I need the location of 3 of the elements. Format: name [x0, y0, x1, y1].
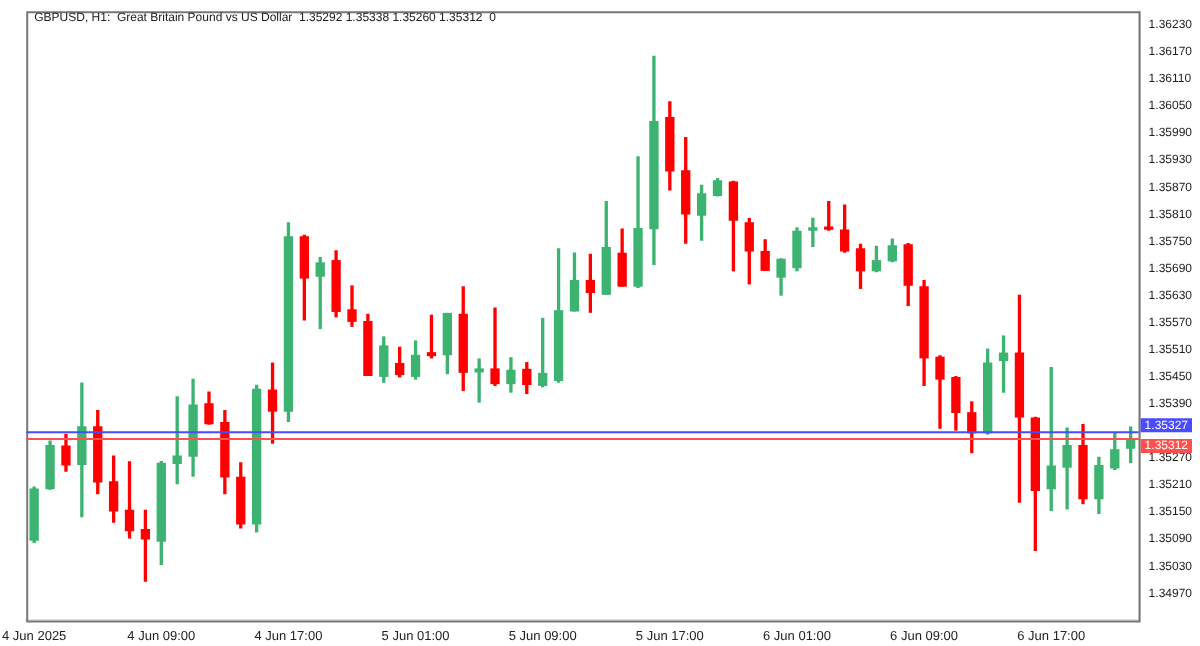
- candlestick: [490, 307, 500, 386]
- candlestick: [474, 358, 484, 403]
- candlestick: [808, 217, 818, 247]
